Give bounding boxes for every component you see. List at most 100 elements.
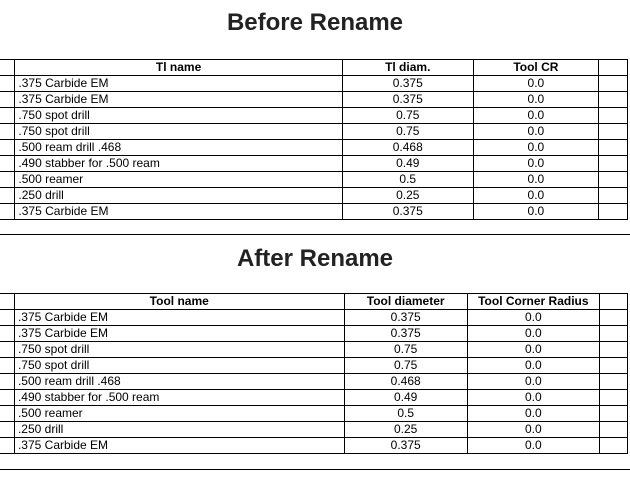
row-stub	[598, 293, 629, 310]
column-header-tool-diameter: Tl diam.	[341, 59, 474, 76]
cell-tool-diameter: 0.49	[341, 155, 474, 172]
row-stub	[0, 171, 16, 188]
row-stub	[0, 107, 16, 124]
cell-tool-name: .490 stabber for .500 ream	[13, 389, 345, 406]
row-stub	[0, 309, 15, 326]
section-divider	[0, 469, 630, 470]
cell-tool-diameter: 0.49	[343, 389, 468, 406]
section-divider	[0, 234, 630, 235]
row-stub	[0, 187, 16, 204]
row-stub	[598, 171, 628, 188]
row-stub	[598, 421, 629, 438]
column-header-tool-corner-radius: Tool CR	[472, 59, 600, 76]
cell-tool-name: .500 reamer	[13, 405, 345, 422]
after-rename-table-body: .375 Carbide EM 0.375 0.0.375 Carbide EM 0.…	[0, 309, 629, 454]
row-stub	[598, 75, 628, 92]
cell-tool-name: .375 Carbide EM	[13, 437, 345, 454]
table-row: .250 drill 0.25 0.0	[0, 421, 629, 438]
row-stub	[598, 187, 628, 204]
row-stub	[598, 91, 628, 108]
table-row: .750 spot drill 0.75 0.0	[0, 357, 629, 374]
row-stub	[598, 139, 628, 156]
table-row: .375 Carbide EM 0.375 0.0	[0, 91, 628, 108]
cell-tool-diameter: 0.375	[341, 91, 474, 108]
row-stub	[0, 91, 16, 108]
row-stub	[598, 357, 629, 374]
row-stub	[598, 59, 628, 76]
row-stub	[598, 155, 628, 172]
row-stub	[0, 389, 15, 406]
row-stub	[0, 421, 15, 438]
cell-tool-name: .750 spot drill	[13, 357, 345, 374]
table-row: .375 Carbide EM 0.375 0.0	[0, 325, 629, 342]
row-stub	[0, 293, 15, 310]
row-stub	[0, 203, 16, 220]
cell-tool-diameter: 0.75	[341, 107, 474, 124]
row-stub	[0, 405, 15, 422]
cell-tool-corner-radius: 0.0	[466, 341, 600, 358]
row-stub	[0, 341, 15, 358]
cell-tool-diameter: 0.5	[341, 171, 474, 188]
row-stub	[0, 59, 16, 76]
row-stub	[598, 437, 629, 454]
cell-tool-diameter: 0.25	[343, 421, 468, 438]
cell-tool-name: .375 Carbide EM	[14, 91, 343, 108]
table-row: .750 spot drill 0.75 0.0	[0, 341, 629, 358]
cell-tool-corner-radius: 0.0	[472, 187, 600, 204]
cell-tool-diameter: 0.25	[341, 187, 474, 204]
row-stub	[0, 325, 15, 342]
cell-tool-corner-radius: 0.0	[472, 155, 600, 172]
table-header-row: Tool name Tool diameter Tool Corner Radi…	[0, 293, 629, 310]
cell-tool-corner-radius: 0.0	[466, 325, 600, 342]
cell-tool-corner-radius: 0.0	[466, 405, 600, 422]
cell-tool-diameter: 0.75	[343, 341, 468, 358]
row-stub	[598, 341, 629, 358]
cell-tool-corner-radius: 0.0	[472, 107, 600, 124]
table-row: .375 Carbide EM 0.375 0.0	[0, 437, 629, 454]
row-stub	[598, 123, 628, 140]
cell-tool-name: .250 drill	[13, 421, 345, 438]
row-stub	[598, 203, 628, 220]
row-stub	[598, 309, 629, 326]
table-row: .375 Carbide EM 0.375 0.0	[0, 203, 628, 220]
column-header-tool-diameter: Tool diameter	[343, 293, 468, 310]
cell-tool-corner-radius: 0.0	[472, 139, 600, 156]
after-rename-table: Tool name Tool diameter Tool Corner Radi…	[0, 293, 629, 454]
cell-tool-diameter: 0.75	[341, 123, 474, 140]
column-header-tool-name: Tool name	[13, 293, 345, 310]
cell-tool-name: .750 spot drill	[13, 341, 345, 358]
cell-tool-name: .500 reamer	[14, 171, 343, 188]
cell-tool-diameter: 0.375	[343, 437, 468, 454]
row-stub	[0, 155, 16, 172]
row-stub	[0, 357, 15, 374]
cell-tool-corner-radius: 0.0	[466, 373, 600, 390]
row-stub	[0, 437, 15, 454]
cell-tool-corner-radius: 0.0	[472, 91, 600, 108]
cell-tool-corner-radius: 0.0	[472, 203, 600, 220]
table-row: .500 ream drill .468 0.468 0.0	[0, 373, 629, 390]
row-stub	[598, 405, 629, 422]
row-stub	[0, 123, 16, 140]
cell-tool-corner-radius: 0.0	[466, 389, 600, 406]
cell-tool-name: .375 Carbide EM	[13, 309, 345, 326]
cell-tool-diameter: 0.468	[341, 139, 474, 156]
cell-tool-corner-radius: 0.0	[472, 75, 600, 92]
row-stub	[0, 373, 15, 390]
cell-tool-diameter: 0.468	[343, 373, 468, 390]
cell-tool-name: .375 Carbide EM	[13, 325, 345, 342]
cell-tool-corner-radius: 0.0	[472, 123, 600, 140]
cell-tool-name: .375 Carbide EM	[14, 75, 343, 92]
table-row: .375 Carbide EM 0.375 0.0	[0, 75, 628, 92]
table-row: .500 reamer 0.5 0.0	[0, 405, 629, 422]
cell-tool-name: .500 ream drill .468	[14, 139, 343, 156]
column-header-tool-corner-radius: Tool Corner Radius	[466, 293, 600, 310]
cell-tool-diameter: 0.5	[343, 405, 468, 422]
table-row: .490 stabber for .500 ream 0.49 0.0	[0, 389, 629, 406]
row-stub	[598, 373, 629, 390]
table-row: .250 drill 0.25 0.0	[0, 187, 628, 204]
cell-tool-name: .375 Carbide EM	[14, 203, 343, 220]
column-header-tool-name: Tl name	[14, 59, 343, 76]
cell-tool-name: .490 stabber for .500 ream	[14, 155, 343, 172]
row-stub	[598, 107, 628, 124]
